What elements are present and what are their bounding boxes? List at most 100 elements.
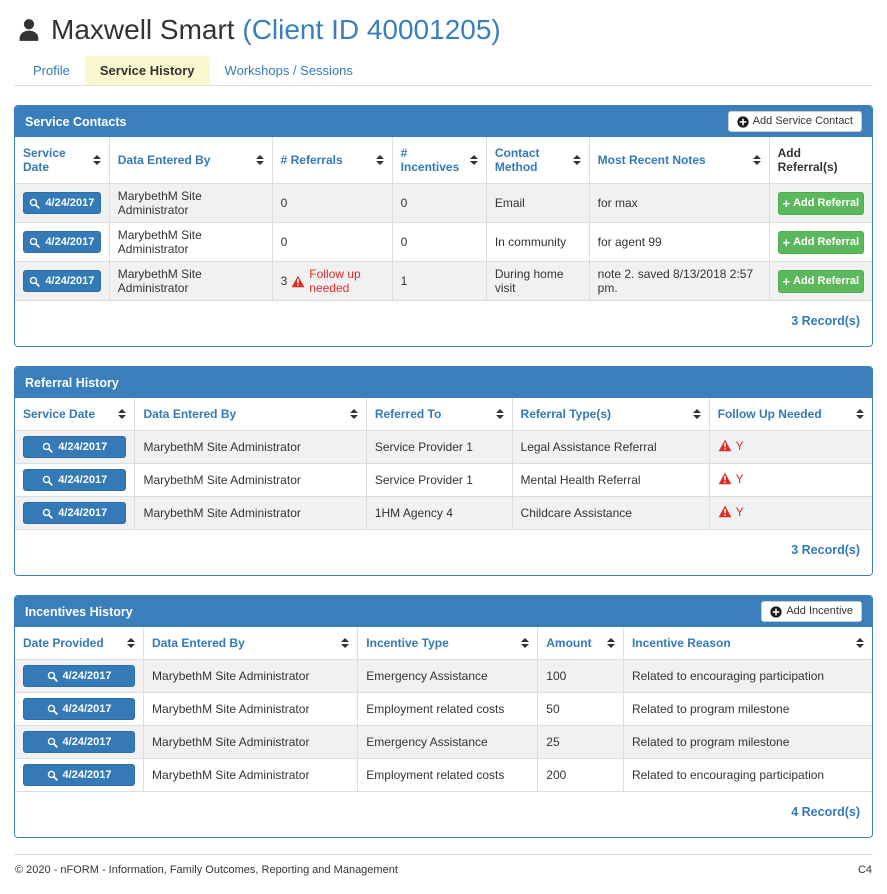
record-count: 3 Record(s) xyxy=(15,301,872,346)
add-referral-button[interactable]: + Add Referral xyxy=(777,230,864,254)
sort-icon xyxy=(341,638,350,648)
incentives-cell: 0 xyxy=(392,222,487,262)
entered-by-cell: MarybethM Site Administrator xyxy=(134,496,367,530)
magnifier-icon xyxy=(29,198,41,209)
referral-history-heading: Referral History xyxy=(15,367,872,398)
amount-cell: 200 xyxy=(537,758,624,792)
sort-icon xyxy=(521,638,530,648)
table-row: 4/24/2017 MarybethM Site Administrator 0… xyxy=(15,183,872,223)
entered-by-cell: MarybethM Site Administrator xyxy=(143,725,359,759)
follow-up-flag: Y xyxy=(735,438,744,453)
view-incentive-button[interactable]: 4/24/2017 xyxy=(23,764,136,786)
col-contact-method[interactable]: Contact Method xyxy=(486,137,590,184)
contact-method-cell: During home visit xyxy=(486,261,590,301)
version-label: C4 xyxy=(857,864,872,876)
incentives-history-table: Date Provided Data Entered By Incentive … xyxy=(15,627,872,792)
entered-by-cell: MarybethM Site Administrator xyxy=(134,430,367,464)
incentives-cell: 0 xyxy=(392,183,487,223)
col-data-entered-by[interactable]: Data Entered By xyxy=(143,627,359,660)
magnifier-icon xyxy=(47,770,58,781)
table-header-row: Service Date Data Entered By Referred To… xyxy=(15,398,872,431)
circle-plus-icon xyxy=(770,605,782,618)
col-num-referrals[interactable]: # Referrals xyxy=(272,137,393,184)
magnifier-icon xyxy=(29,237,41,248)
incentive-type-cell: Employment related costs xyxy=(357,758,539,792)
follow-up-flag: Y xyxy=(735,471,744,486)
col-num-incentives[interactable]: # Incentives xyxy=(392,137,487,184)
tab-profile[interactable]: Profile xyxy=(33,63,70,78)
add-referral-button[interactable]: + Add Referral xyxy=(777,191,864,215)
client-id: (Client ID 40001205) xyxy=(242,14,501,45)
referral-type-cell: Mental Health Referral xyxy=(512,463,710,497)
view-service-contact-button[interactable]: 4/24/2017 xyxy=(23,270,101,292)
sort-icon xyxy=(856,409,864,419)
table-row: 4/24/2017 MarybethM Site Administrator E… xyxy=(15,659,872,693)
col-follow-up-needed[interactable]: Follow Up Needed xyxy=(709,398,872,431)
record-count: 4 Record(s) xyxy=(15,792,872,837)
service-contacts-table: Service Date Data Entered By # Referrals… xyxy=(15,137,872,301)
incentives-history-heading: Incentives History Add Incentive xyxy=(15,596,872,627)
col-amount[interactable]: Amount xyxy=(537,627,624,660)
magnifier-icon xyxy=(47,737,58,748)
entered-by-cell: MarybethM Site Administrator xyxy=(134,463,367,497)
panel-title: Incentives History xyxy=(25,604,133,619)
warning-icon xyxy=(718,505,732,518)
referral-type-cell: Legal Assistance Referral xyxy=(512,430,710,464)
sort-icon xyxy=(469,155,478,165)
magnifier-icon xyxy=(47,671,58,682)
col-add-referrals: Add Referral(s) xyxy=(769,137,872,184)
magnifier-icon xyxy=(42,508,53,519)
copyright-text: © 2020 - nFORM - Information, Family Out… xyxy=(15,864,398,876)
tab-workshops-sessions[interactable]: Workshops / Sessions xyxy=(224,63,353,78)
view-incentive-button[interactable]: 4/24/2017 xyxy=(23,665,136,687)
incentives-cell: 1 xyxy=(392,261,487,301)
add-incentive-button[interactable]: Add Incentive xyxy=(761,600,862,623)
notes-cell: note 2. saved 8/13/2018 2:57 pm. xyxy=(589,261,770,301)
col-referral-types[interactable]: Referral Type(s) xyxy=(512,398,710,431)
add-service-contact-button[interactable]: Add Service Contact xyxy=(727,110,862,133)
plus-icon: + xyxy=(782,273,791,289)
entered-by-cell: MarybethM Site Administrator xyxy=(143,692,359,726)
col-incentive-reason[interactable]: Incentive Reason xyxy=(623,627,872,660)
view-referral-button[interactable]: 4/24/2017 xyxy=(23,436,127,458)
notes-cell: for max xyxy=(589,183,770,223)
tab-service-history[interactable]: Service History xyxy=(84,56,210,85)
table-row: 4/24/2017 MarybethM Site Administrator E… xyxy=(15,692,872,726)
sort-icon xyxy=(375,155,384,165)
table-row: 4/24/2017 MarybethM Site Administrator S… xyxy=(15,430,872,464)
contact-method-cell: Email xyxy=(486,183,590,223)
referral-history-table: Service Date Data Entered By Referred To… xyxy=(15,398,872,530)
view-referral-button[interactable]: 4/24/2017 xyxy=(23,469,127,491)
table-row: 4/24/2017 MarybethM Site Administrator 3… xyxy=(15,261,872,301)
col-service-date[interactable]: Service Date xyxy=(15,398,136,431)
col-date-provided[interactable]: Date Provided xyxy=(15,627,145,660)
col-service-date[interactable]: Service Date xyxy=(15,137,110,184)
circle-plus-icon xyxy=(737,115,749,128)
view-incentive-button[interactable]: 4/24/2017 xyxy=(23,731,136,753)
person-icon xyxy=(16,17,42,43)
sort-icon xyxy=(127,638,136,648)
view-service-contact-button[interactable]: 4/24/2017 xyxy=(23,192,101,214)
referral-history-panel: Referral History Service Date Data Enter… xyxy=(14,366,873,576)
plus-icon: + xyxy=(782,234,791,250)
amount-cell: 100 xyxy=(537,659,624,693)
amount-cell: 25 xyxy=(537,725,624,759)
table-row: 4/24/2017 MarybethM Site Administrator S… xyxy=(15,463,872,497)
col-most-recent-notes[interactable]: Most Recent Notes xyxy=(589,137,770,184)
view-referral-button[interactable]: 4/24/2017 xyxy=(23,502,127,524)
view-service-contact-button[interactable]: 4/24/2017 xyxy=(23,231,101,253)
incentive-type-cell: Employment related costs xyxy=(357,692,539,726)
add-referral-button[interactable]: + Add Referral xyxy=(777,269,864,293)
col-data-entered-by[interactable]: Data Entered By xyxy=(134,398,367,431)
service-contacts-heading: Service Contacts Add Service Contact xyxy=(15,106,872,137)
magnifier-icon xyxy=(29,276,41,287)
incentive-type-cell: Emergency Assistance xyxy=(357,725,539,759)
table-header-row: Service Date Data Entered By # Referrals… xyxy=(15,137,872,184)
panel-title: Service Contacts xyxy=(25,114,127,129)
magnifier-icon xyxy=(42,475,53,486)
col-referred-to[interactable]: Referred To xyxy=(366,398,513,431)
col-data-entered-by[interactable]: Data Entered By xyxy=(109,137,273,184)
table-row: 4/24/2017 MarybethM Site Administrator E… xyxy=(15,725,872,759)
col-incentive-type[interactable]: Incentive Type xyxy=(357,627,539,660)
view-incentive-button[interactable]: 4/24/2017 xyxy=(23,698,136,720)
